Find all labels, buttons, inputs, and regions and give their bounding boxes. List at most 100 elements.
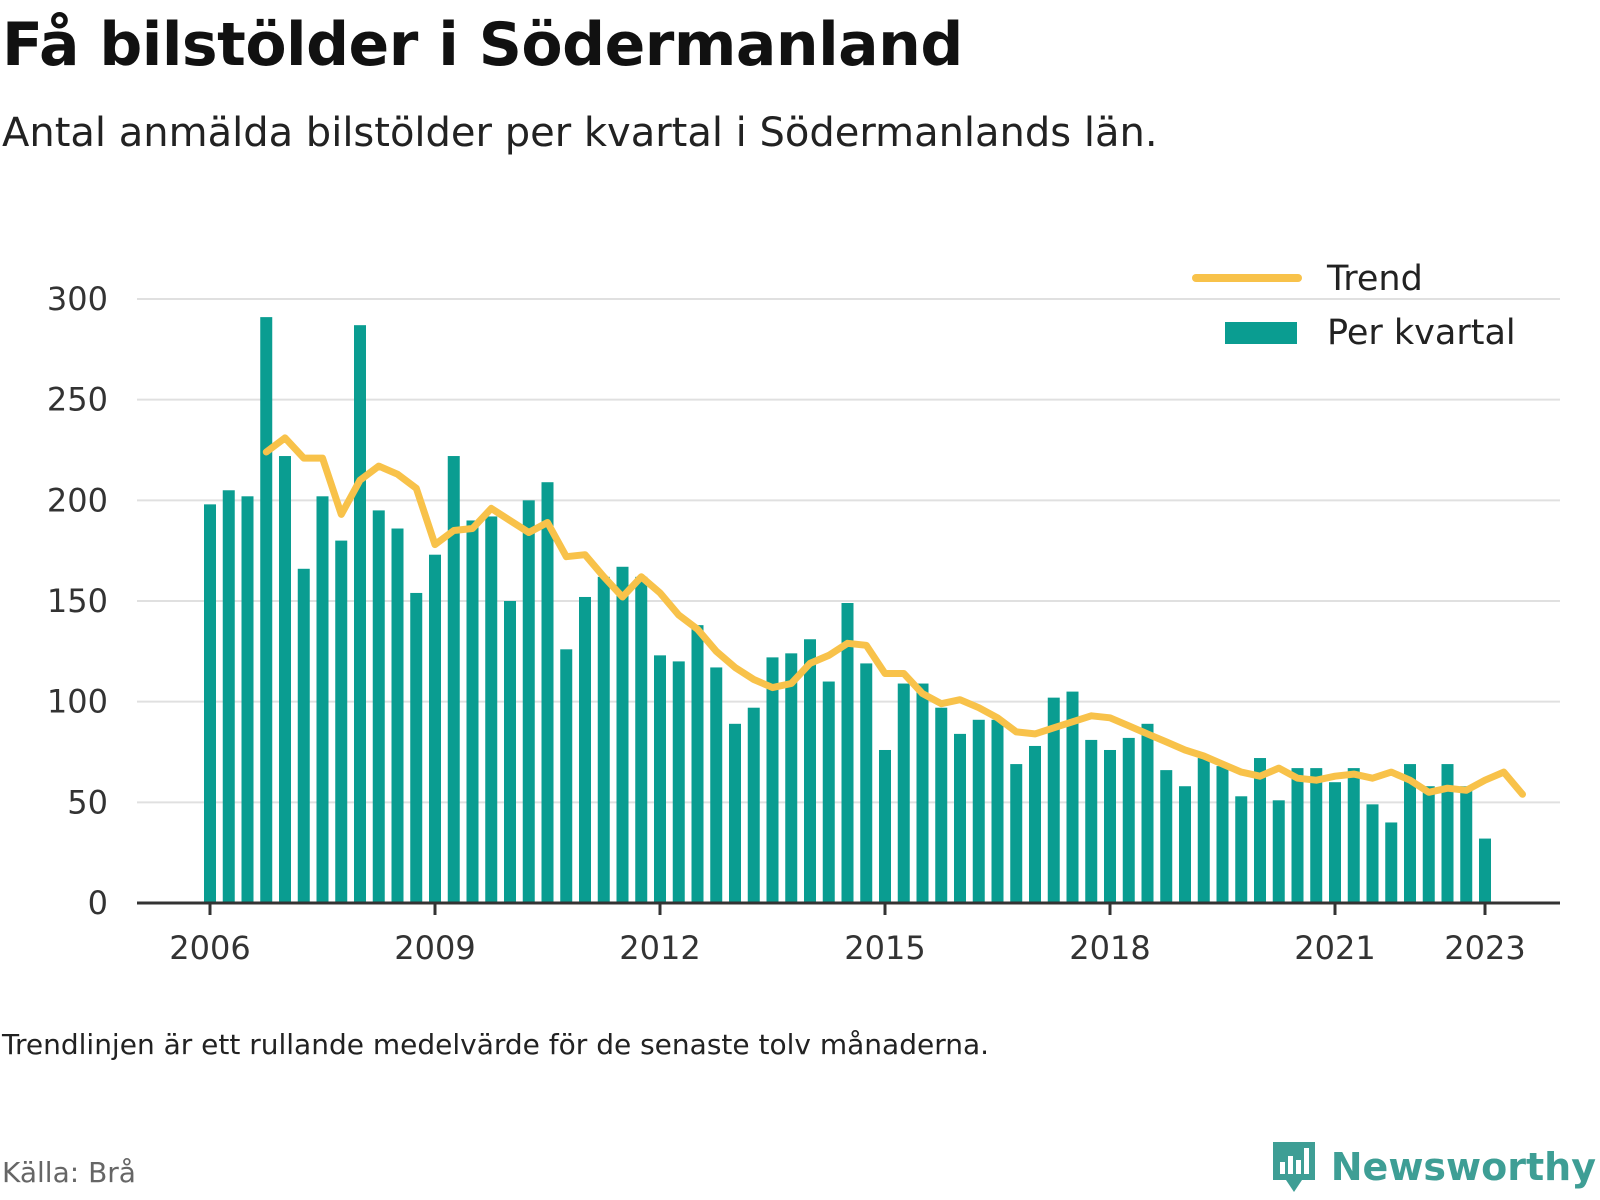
bar (991, 719, 1004, 903)
y-tick-label: 100 (47, 683, 108, 721)
bar (204, 504, 216, 903)
bar (785, 653, 798, 903)
brand-name: Newsworthy (1330, 1145, 1596, 1189)
bar (429, 554, 441, 903)
bar-chart-speech-bubble-icon (1272, 1142, 1315, 1192)
bar (297, 568, 310, 903)
bar (916, 683, 929, 903)
bar (1366, 804, 1379, 903)
bar (710, 667, 723, 903)
brand-logo: Newsworthy (1269, 1138, 1596, 1196)
bar (935, 707, 948, 903)
bar (616, 566, 629, 903)
bar (560, 649, 573, 903)
source-label: Källa: Brå (2, 1156, 136, 1189)
bar (541, 482, 554, 903)
bar (1460, 786, 1473, 903)
bar (1404, 764, 1416, 903)
bar (410, 592, 423, 903)
bar (1122, 737, 1135, 903)
legend-background (1180, 245, 1510, 293)
bar (1216, 766, 1229, 903)
bar (1160, 770, 1173, 903)
x-axis: 2006 2009 2012 2015 2018 2021 2023 (137, 901, 1560, 967)
bar (1235, 796, 1248, 903)
footnote: Trendlinjen är ett rullande medelvärde f… (2, 1028, 990, 1061)
x-tick-label: 2018 (1069, 929, 1150, 967)
bar (222, 490, 235, 903)
bar (841, 603, 854, 903)
bar (729, 723, 741, 903)
legend: Trend Per kvartal (1180, 245, 1516, 353)
bar (1272, 800, 1285, 903)
bar (766, 657, 779, 903)
bar (241, 496, 254, 903)
bar (972, 719, 985, 903)
bar (372, 510, 385, 903)
bar (485, 516, 498, 903)
bar (1329, 782, 1341, 903)
bar (391, 528, 404, 903)
bar (504, 601, 516, 903)
x-tick-label: 2015 (844, 929, 925, 967)
bar (597, 576, 610, 903)
y-tick-label: 150 (47, 582, 108, 620)
bar (954, 733, 966, 903)
bar (522, 500, 535, 903)
bar (1085, 739, 1098, 903)
bar (1310, 768, 1323, 903)
bar (1347, 768, 1360, 903)
x-tick-label: 2006 (169, 929, 250, 967)
bar (466, 520, 479, 903)
bar (672, 661, 685, 903)
x-tick-label: 2009 (394, 929, 475, 967)
chart-subtitle: Antal anmälda bilstölder per kvartal i S… (2, 110, 1158, 156)
bar (1066, 691, 1079, 903)
bar (354, 325, 366, 903)
bar (279, 456, 291, 903)
bar (1441, 764, 1454, 903)
bar (1254, 758, 1266, 903)
bar (1385, 822, 1398, 903)
bar (1047, 697, 1060, 903)
bar (635, 576, 648, 903)
legend-bar-swatch (1225, 322, 1297, 344)
bar (654, 655, 666, 903)
trend-series (262, 434, 1526, 798)
bar (1479, 838, 1491, 903)
bar (804, 639, 816, 903)
bar (1029, 745, 1041, 903)
bar (1104, 749, 1116, 903)
bar (897, 683, 910, 903)
chart-title: Få bilstölder i Södermanland (2, 10, 963, 80)
bar (1197, 758, 1210, 903)
bar (691, 625, 704, 903)
y-tick-label: 0 (88, 884, 108, 922)
x-tick-label: 2023 (1444, 929, 1525, 967)
y-axis-labels: 0 50 100 150 200 250 300 (47, 280, 108, 922)
bar (260, 317, 273, 903)
y-tick-label: 200 (47, 481, 108, 519)
y-tick-label: 300 (47, 280, 108, 318)
bar (860, 663, 873, 903)
x-tick-label: 2021 (1294, 929, 1375, 967)
bar (1010, 764, 1023, 903)
y-tick-label: 50 (67, 783, 108, 821)
bar (1141, 723, 1154, 903)
legend-bar-label: Per kvartal (1327, 313, 1516, 353)
x-tick-label: 2012 (619, 929, 700, 967)
bar-series (204, 317, 1491, 903)
bar (1291, 768, 1304, 903)
legend-trend-label: Trend (1326, 259, 1423, 299)
trend-line (262, 434, 1526, 798)
bar (1422, 786, 1435, 903)
bar (747, 707, 760, 903)
bar (447, 456, 460, 903)
bar (879, 749, 891, 903)
bar (335, 540, 348, 903)
y-tick-label: 250 (47, 381, 108, 419)
bar (822, 681, 835, 903)
bar (579, 596, 591, 903)
bar (316, 496, 329, 903)
